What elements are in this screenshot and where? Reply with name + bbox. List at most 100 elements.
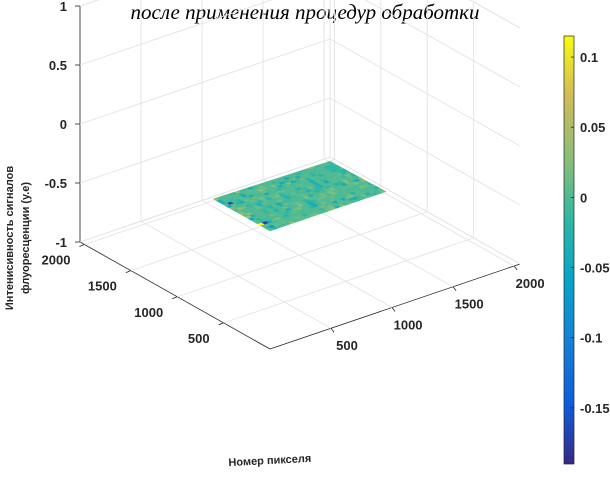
surface-cell <box>384 79 391 82</box>
surface-cell <box>431 132 438 135</box>
surface-cell <box>442 157 449 160</box>
surface-cell <box>381 89 388 92</box>
surface-cell <box>168 104 175 107</box>
surface-cell <box>302 150 309 153</box>
surface-cell <box>241 85 248 88</box>
surface-cell <box>208 108 215 111</box>
surface-cell <box>207 134 214 137</box>
surface-cell <box>288 78 295 81</box>
surface-cell <box>241 145 248 148</box>
surface-cell <box>205 152 212 155</box>
surface-cell <box>378 99 385 102</box>
surface-cell <box>308 97 315 100</box>
surface-cell <box>367 111 374 114</box>
surface-cell <box>224 102 231 105</box>
surface-cell <box>370 90 377 93</box>
surface-cell <box>283 82 290 85</box>
surface-cell <box>156 117 163 120</box>
surface-cell <box>233 73 240 76</box>
surface-cell <box>462 127 469 130</box>
surface-cell <box>321 138 328 141</box>
surface-cell <box>365 161 375 164</box>
surface-cell <box>102 124 109 127</box>
surface-cell <box>240 88 247 91</box>
surface-cell <box>127 138 134 141</box>
surface-cell <box>231 151 238 154</box>
surface-cell <box>145 141 152 144</box>
surface-cell <box>341 134 348 137</box>
surface-cell <box>414 161 423 164</box>
surface-cell <box>478 147 485 150</box>
surface-cell <box>169 147 176 150</box>
surface-cell <box>285 133 292 136</box>
z-grid-line <box>329 38 521 147</box>
surface-cell <box>215 164 224 169</box>
surface-cell <box>379 107 386 110</box>
surface-cell <box>445 147 452 150</box>
surface-cell <box>411 147 418 150</box>
surface-cell <box>349 157 356 160</box>
surface-cell <box>327 47 334 50</box>
surface-cell <box>232 137 239 140</box>
surface-cell <box>293 156 300 159</box>
surface-cell <box>206 88 213 91</box>
surface-cell <box>174 108 181 111</box>
surface-cell <box>103 121 110 124</box>
surface-cell <box>359 167 368 171</box>
surface-cell <box>232 181 241 186</box>
surface-cell <box>232 77 239 80</box>
surface-cell <box>459 161 468 163</box>
surface-cell <box>208 82 215 85</box>
surface-cell <box>368 108 375 111</box>
surface-cell <box>462 153 469 156</box>
surface-cell <box>286 107 293 110</box>
surface-cell <box>128 149 135 152</box>
surface-cell <box>271 72 278 75</box>
surface-cell <box>371 132 378 135</box>
surface-cell <box>430 147 437 150</box>
surface-cell <box>471 124 478 127</box>
surface-cell <box>249 154 256 157</box>
surface-cell <box>403 150 410 153</box>
surface-cell <box>392 125 399 128</box>
surface-cell <box>174 145 181 148</box>
surface-cell <box>340 89 347 92</box>
surface-cell <box>373 115 380 118</box>
surface-cell <box>258 65 265 68</box>
surface-cell <box>307 62 314 65</box>
surface-cell <box>308 48 315 51</box>
surface-cell <box>371 110 378 113</box>
surface-cell <box>193 186 202 191</box>
surface-cell <box>469 142 476 145</box>
surface-cell <box>254 171 263 176</box>
surface-cell <box>392 148 399 151</box>
surface-cell <box>308 108 315 111</box>
surface-cell <box>444 113 451 116</box>
surface-cell <box>233 178 242 183</box>
surface-cell <box>407 168 417 172</box>
surface-cell <box>406 92 413 95</box>
surface-cell <box>497 147 504 150</box>
surface-cell <box>199 167 208 172</box>
surface-cell <box>300 111 307 114</box>
surface-cell <box>488 141 495 144</box>
surface-cell <box>309 116 316 119</box>
surface-cell <box>447 141 454 144</box>
axis-ticks: 500100015002000500100015002000-1-0.500.5… <box>42 0 545 353</box>
surface-cell <box>373 126 380 129</box>
surface-cell <box>215 108 222 111</box>
surface-cell <box>327 119 334 122</box>
surface-cell <box>249 71 256 74</box>
surface-cell <box>407 126 414 129</box>
surface-cell <box>275 131 282 134</box>
surface-cell <box>362 150 369 153</box>
surface-cell <box>321 89 328 92</box>
surface-cell <box>368 164 377 169</box>
surface-cell <box>254 138 261 141</box>
surface-cell <box>198 151 205 154</box>
surface-cell <box>262 78 269 81</box>
surface-cell <box>357 71 364 74</box>
surface-cell <box>340 66 347 69</box>
surface-cell <box>402 93 409 96</box>
surface-cell <box>223 117 230 120</box>
